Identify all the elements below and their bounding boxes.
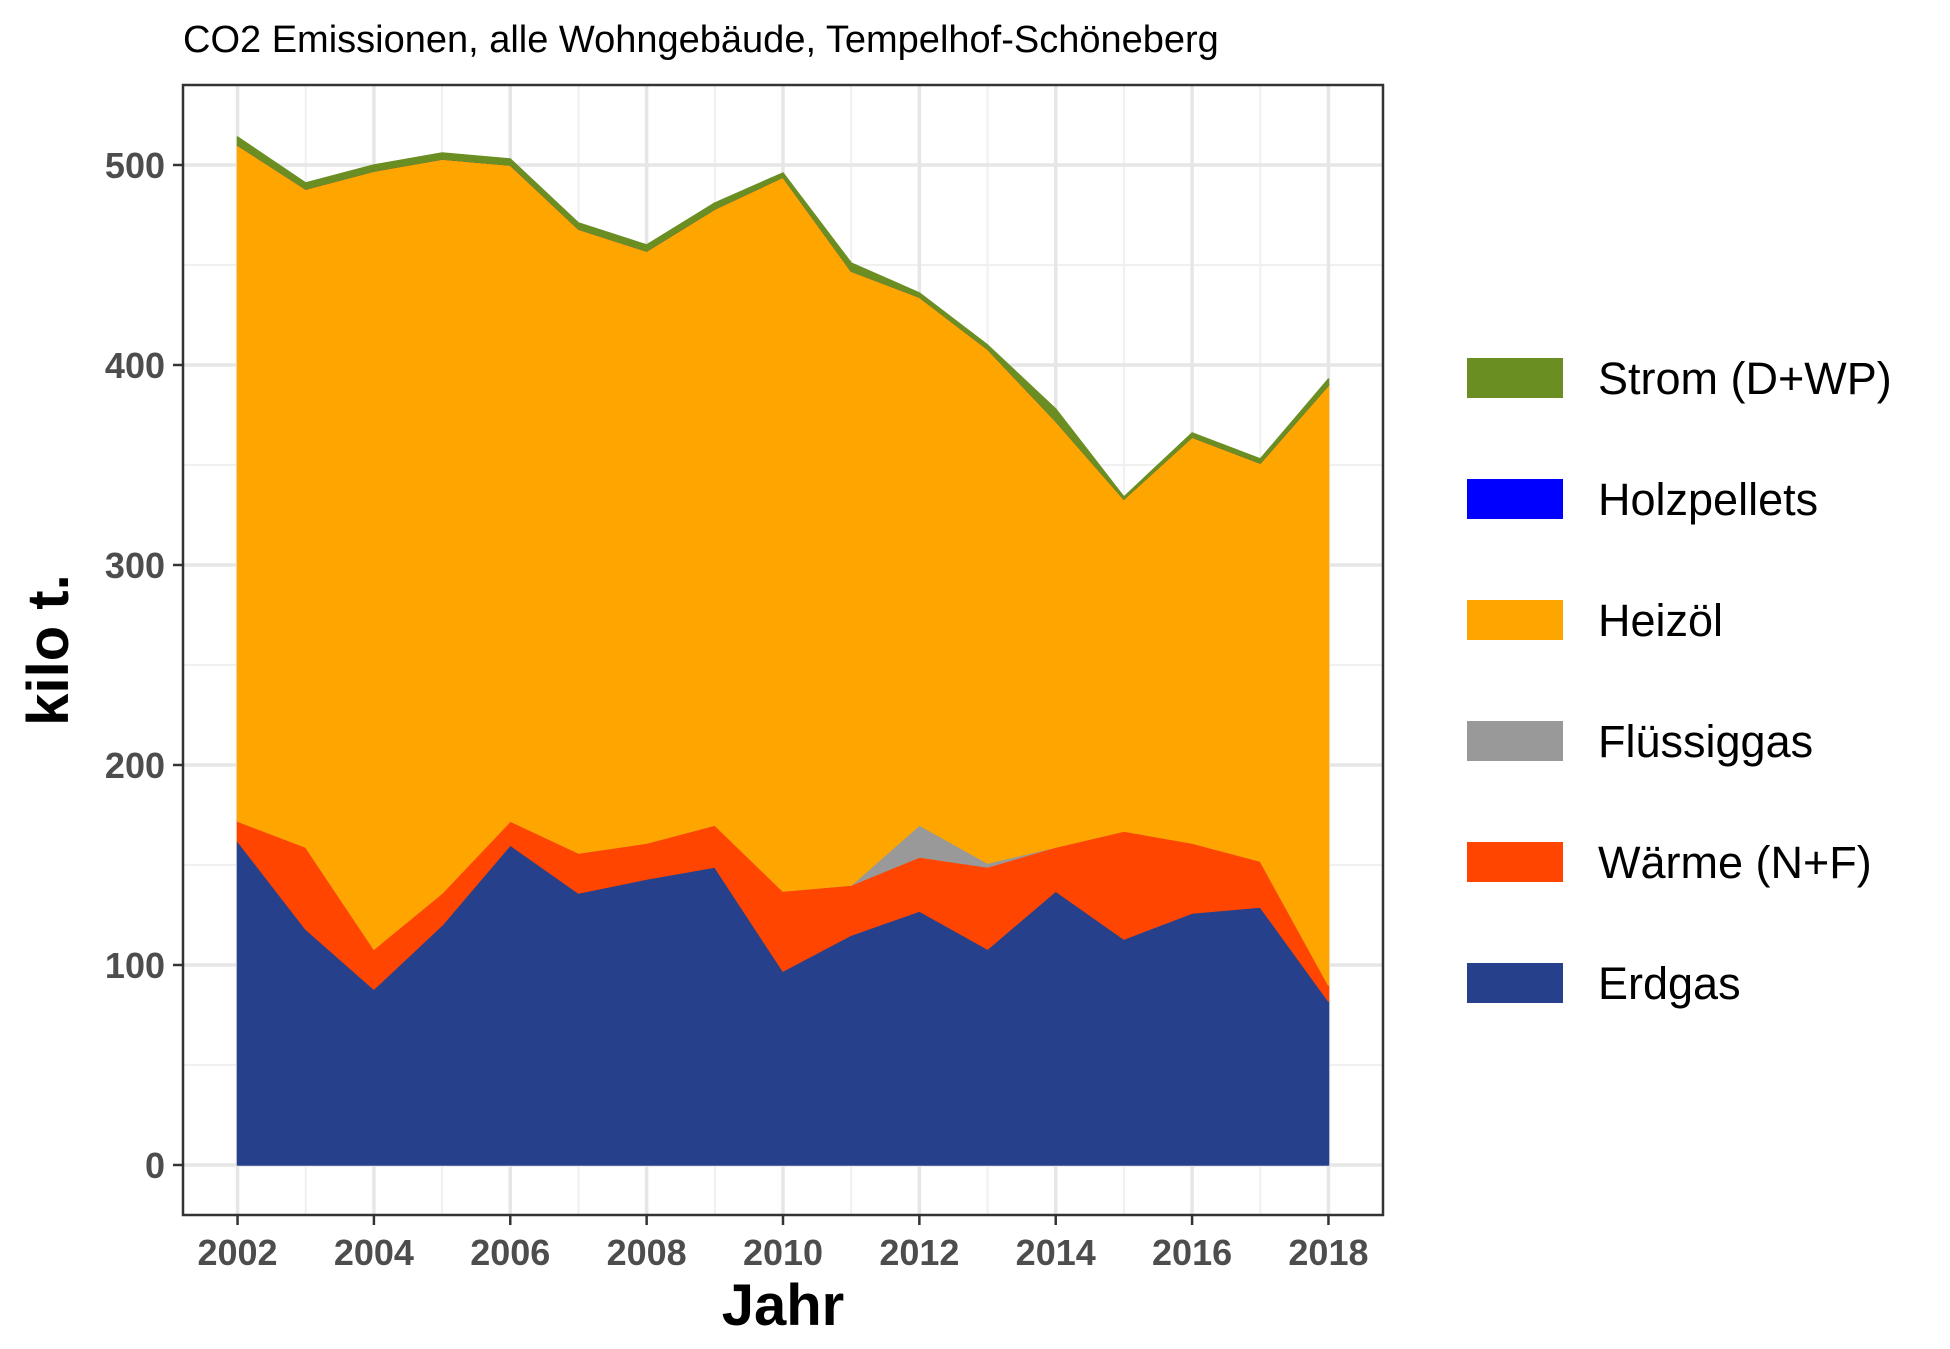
x-tick-label: 2012 [879,1232,959,1273]
legend-item-wärme-n-f: Wärme (N+F) [1467,837,1872,888]
y-axis-title: kilo t. [16,574,81,725]
legend-item-erdgas: Erdgas [1467,958,1741,1009]
legend: Strom (D+WP) Holzpellets Heizöl Flüssiggas W… [1467,353,1892,1009]
legend-swatch [1467,721,1563,761]
x-tick-label: 2018 [1288,1232,1368,1273]
x-tick-label: 2008 [607,1232,687,1273]
y-tick-label: 200 [105,745,165,786]
legend-swatch [1467,479,1563,519]
x-axis-title: Jahr [722,1273,845,1338]
y-tick-label: 400 [105,345,165,386]
chart-title: CO2 Emissionen, alle Wohngebäude, Tempel… [183,19,1219,61]
legend-label: Strom (D+WP) [1598,353,1892,404]
x-tick-label: 2006 [470,1232,550,1273]
legend-item-holzpellets: Holzpellets [1467,474,1818,525]
legend-label: Erdgas [1598,958,1741,1009]
legend-item-flüssiggas: Flüssiggas [1467,716,1813,767]
legend-swatch [1467,358,1563,398]
y-tick-label: 500 [105,145,165,186]
legend-label: Flüssiggas [1598,716,1813,767]
x-tick-label: 2014 [1016,1232,1096,1273]
legend-item-heizöl: Heizöl [1467,595,1723,646]
x-tick-label: 2010 [743,1232,823,1273]
x-axis: 2002 2004 2006 2008 2010 2012 2014 2016 2018 [197,1215,1369,1273]
legend-label: Heizöl [1598,595,1723,646]
legend-swatch [1467,600,1563,640]
y-axis: 0 100 200 300 400 500 [105,145,183,1186]
x-tick-label: 2002 [197,1232,277,1273]
legend-item-strom-d-wp: Strom (D+WP) [1467,353,1892,404]
legend-label: Wärme (N+F) [1598,837,1872,888]
legend-label: Holzpellets [1598,474,1818,525]
legend-swatch [1467,963,1563,1003]
x-tick-label: 2004 [334,1232,414,1273]
y-tick-label: 100 [105,945,165,986]
y-tick-label: 300 [105,545,165,586]
legend-swatch [1467,842,1563,882]
y-tick-label: 0 [145,1145,165,1186]
area-series [236,136,1330,1166]
area-strom-d-wp [236,136,1330,500]
x-tick-label: 2016 [1152,1232,1232,1273]
